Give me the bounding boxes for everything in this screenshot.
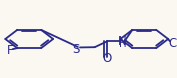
Text: F: F <box>7 44 13 57</box>
Text: S: S <box>73 43 80 56</box>
Text: Cl: Cl <box>168 37 177 50</box>
Text: H: H <box>119 39 126 49</box>
Text: O: O <box>102 52 112 65</box>
Text: N: N <box>118 35 127 48</box>
